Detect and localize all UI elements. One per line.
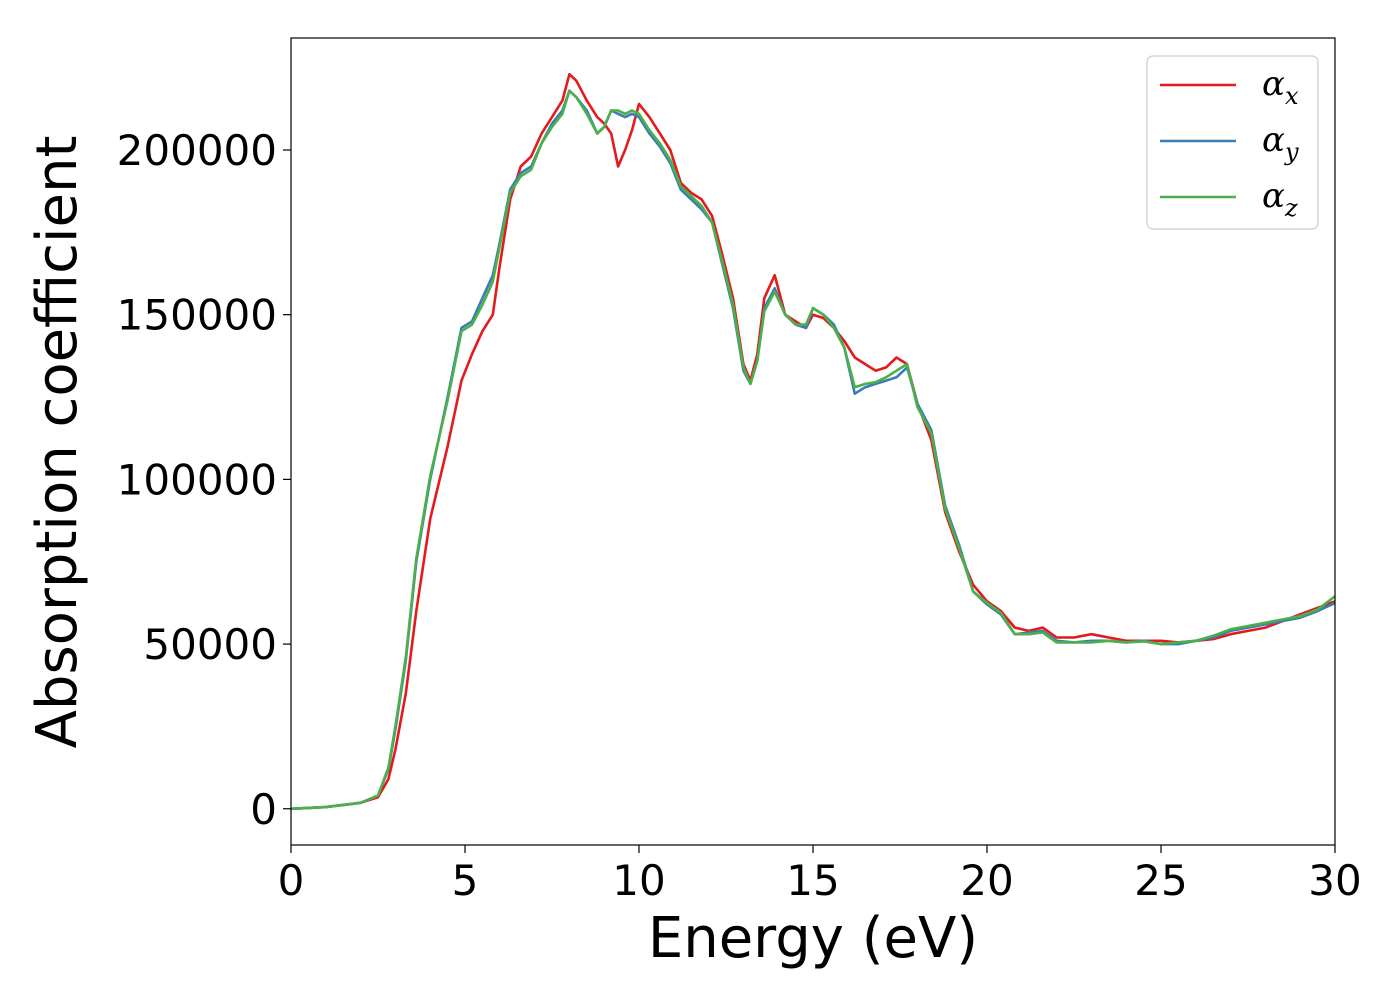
x-axis-label: Energy (eV) (648, 906, 978, 971)
x-tick-label: 0 (278, 856, 305, 905)
x-tick-label: 25 (1134, 856, 1187, 905)
x-axis-ticks: 0 5 10 15 20 25 30 (278, 845, 1362, 905)
x-tick-label: 30 (1308, 856, 1361, 905)
x-tick-label: 15 (786, 856, 839, 905)
legend-box (1146, 55, 1319, 230)
series-line-z (291, 89, 1335, 811)
x-tick-label: 10 (612, 856, 665, 905)
x-tick-label: 20 (960, 856, 1013, 905)
y-tick-label: 150000 (117, 291, 277, 340)
y-tick-label: 50000 (143, 620, 277, 669)
y-axis-ticks: 0 50000 100000 150000 200000 (117, 126, 291, 834)
y-tick-label: 200000 (117, 126, 277, 175)
y-tick-label: 0 (250, 785, 277, 834)
y-axis-label: Absorption coefficient (25, 136, 90, 749)
series-layer (291, 72, 1335, 811)
y-tick-label: 100000 (117, 455, 277, 504)
x-tick-label: 5 (452, 856, 479, 905)
